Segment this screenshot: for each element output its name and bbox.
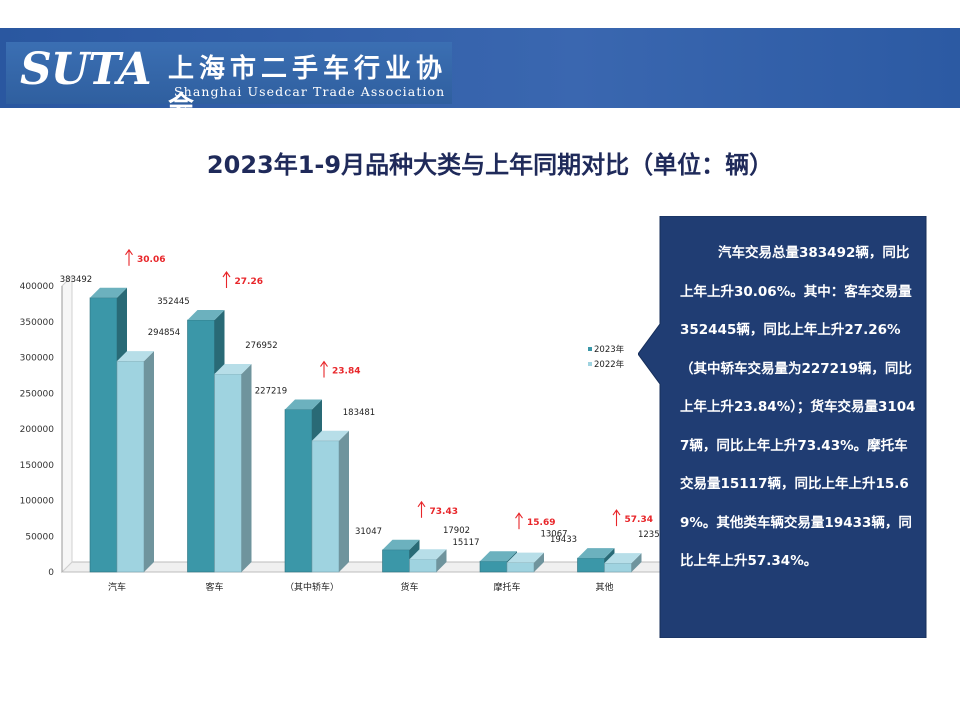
y-tick-label: 0 <box>48 568 54 578</box>
bar-side <box>241 363 252 572</box>
bar-side <box>144 351 154 572</box>
growth-label: 27.26 <box>235 277 263 287</box>
data-label: 276952 <box>245 341 277 351</box>
y-tick-label: 50000 <box>25 532 54 542</box>
org-name-cn: 上海市二手车行业协会 <box>168 54 448 121</box>
data-label: 352445 <box>157 297 189 307</box>
bar-2022 <box>604 562 632 573</box>
growth-arrow-head <box>612 509 621 516</box>
bar-2023 <box>577 557 605 573</box>
legend-label: 2023年 <box>594 344 625 355</box>
legend-label: 2022年 <box>594 359 625 370</box>
bar-top <box>187 310 225 321</box>
growth-label: 23.84 <box>332 367 360 377</box>
summary-callout: 汽车交易总量383492辆，同比上年上升30.06%。其中：客车交易量35244… <box>638 216 927 638</box>
bar-top <box>577 548 615 559</box>
y-tick-label: 400000 <box>20 282 55 292</box>
data-label: 15117 <box>452 538 479 548</box>
growth-arrow-head <box>125 248 133 256</box>
bar-2022 <box>311 440 340 573</box>
growth-arrow-head <box>417 500 426 508</box>
bar-chart: 0 50000 100000 150000 200000 250000 300000 3500… <box>20 248 660 593</box>
bar-top <box>90 287 127 298</box>
data-label: 13067 <box>540 530 567 540</box>
category-label: 客车 <box>205 581 223 593</box>
category-label: 汽车 <box>108 581 126 593</box>
bar-top <box>312 430 349 441</box>
callout-shape <box>638 216 927 638</box>
summary-text: 汽车交易总量383492辆，同比上年上升30.06%。其中：客车交易量35244… <box>680 245 916 569</box>
logo-suta-text: SUTA <box>20 44 152 95</box>
bar-side <box>534 552 544 572</box>
y-tick-label: 200000 <box>20 425 55 435</box>
growth-label: 15.69 <box>527 518 555 528</box>
growth-arrow-head <box>515 512 523 519</box>
data-label: 31047 <box>355 527 382 537</box>
growth-arrow-head <box>222 271 231 278</box>
bar-side <box>436 549 447 572</box>
y-tick-label: 150000 <box>20 461 55 471</box>
y-tick-label: 100000 <box>20 497 55 507</box>
data-label: 19433 <box>550 535 577 545</box>
bar-top <box>117 351 154 362</box>
bar-side <box>631 553 642 572</box>
association-logo: SUTA 上海市二手车行业协会 Shanghai Usedcar Trade A… <box>6 42 452 121</box>
data-label: 294854 <box>148 328 180 338</box>
legend-swatch <box>588 347 592 351</box>
bar-2023 <box>89 297 118 573</box>
growth-label: 73.43 <box>430 507 458 517</box>
y-tick-label: 250000 <box>20 389 55 399</box>
bar-top <box>382 539 420 550</box>
header-banner: SUTA 上海市二手车行业协会 Shanghai Usedcar Trade A… <box>0 28 960 121</box>
category-label: （其中轿车） <box>285 581 339 593</box>
data-label: 183481 <box>343 408 375 418</box>
growth-label: 30.06 <box>137 255 165 265</box>
bar-side <box>339 430 349 572</box>
category-label: 其他 <box>595 581 613 593</box>
legend-swatch <box>588 362 592 366</box>
growth-arrow-head <box>320 360 328 367</box>
y-tick-label: 350000 <box>20 318 55 328</box>
page-title: 2023年1-9月品种大类与上年同期对比（单位：辆） <box>206 151 774 179</box>
bar-2023 <box>479 560 508 573</box>
category-label: 货车 <box>400 581 418 593</box>
data-label: 227219 <box>255 387 287 397</box>
bar-top <box>409 549 447 560</box>
category-label: 摩托车 <box>493 581 520 593</box>
bar-top <box>604 553 642 564</box>
bar-top <box>285 399 322 410</box>
bar-top <box>214 363 252 374</box>
bar-2023 <box>382 549 410 573</box>
bar-2022 <box>409 558 437 573</box>
bar-2022 <box>116 360 145 573</box>
bar-2022 <box>506 562 535 573</box>
bar-2022 <box>214 373 242 573</box>
data-label: 12351 <box>638 530 660 540</box>
bar-top <box>507 552 544 563</box>
org-name-en: Shanghai Usedcar Trade Association <box>174 84 446 99</box>
chart-side-wall <box>61 274 73 574</box>
y-tick-label: 300000 <box>20 354 55 364</box>
data-label: 383492 <box>60 275 92 285</box>
bar-2023 <box>187 319 215 573</box>
bar-top <box>480 551 517 562</box>
data-label: 17902 <box>443 526 470 536</box>
bar-2023 <box>284 409 313 573</box>
growth-label: 57.34 <box>625 515 653 525</box>
